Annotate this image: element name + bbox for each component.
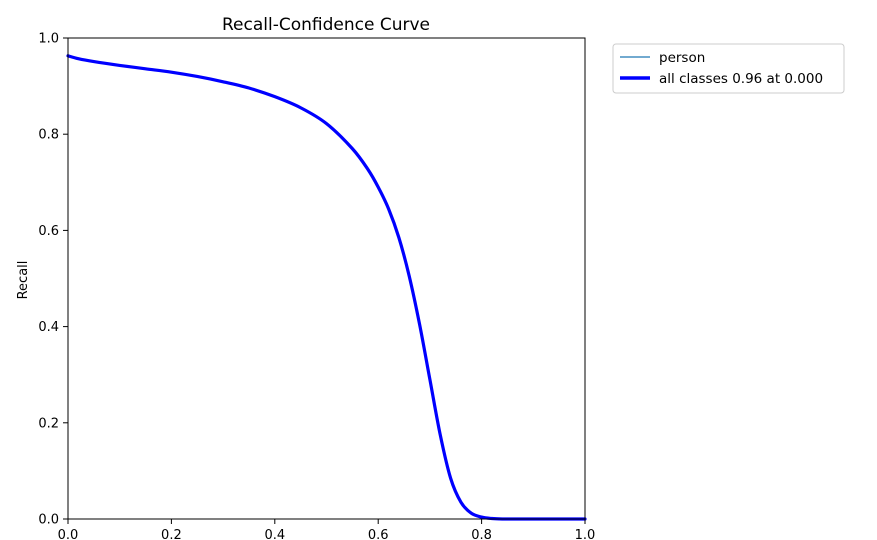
y-axis-label: Recall	[16, 261, 31, 300]
y-tick-label: 1.0	[38, 32, 59, 47]
plot-frame	[67, 37, 586, 520]
y-axis: 0.0 0.2 0.4 0.6 0.8 1.0	[38, 32, 68, 528]
x-tick-label: 1.0	[575, 528, 596, 540]
legend-box	[612, 43, 845, 94]
chart-title: Recall-Confidence Curve	[222, 15, 430, 35]
y-tick-label: 0.6	[38, 224, 59, 239]
x-tick-label: 0.0	[58, 528, 79, 540]
legend-label-person: person	[659, 50, 705, 66]
plot-area	[66, 37, 587, 521]
y-tick-label: 0.4	[38, 320, 59, 335]
legend-label-all-classes: all classes 0.96 at 0.000	[659, 71, 823, 87]
x-tick-label: 0.2	[161, 528, 182, 540]
x-tick-label: 0.8	[471, 528, 492, 540]
x-tick-label: 0.4	[264, 528, 285, 540]
x-tick-label: 0.6	[368, 528, 389, 540]
legend: person all classes 0.96 at 0.000	[612, 43, 845, 94]
plot-background	[68, 38, 585, 519]
y-tick-label: 0.8	[38, 128, 59, 143]
x-axis: 0.0 0.2 0.4 0.6 0.8 1.0	[58, 519, 596, 540]
y-tick-label: 0.2	[38, 416, 59, 431]
y-tick-label: 0.0	[38, 513, 59, 528]
